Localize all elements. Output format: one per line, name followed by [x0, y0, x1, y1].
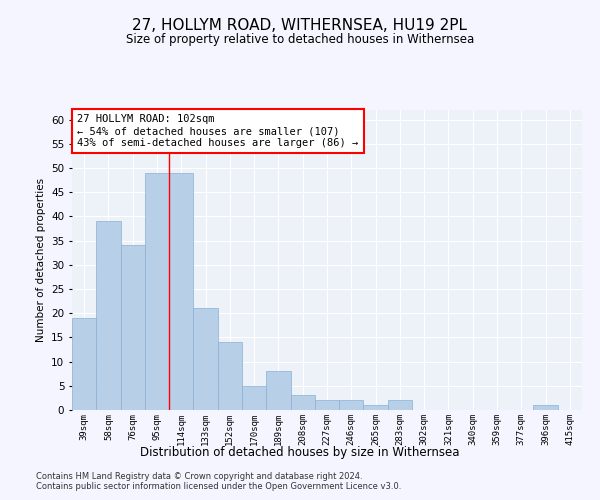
- Bar: [290, 396, 315, 410]
- Bar: [96, 222, 121, 410]
- Bar: [533, 405, 558, 410]
- Text: Distribution of detached houses by size in Withernsea: Distribution of detached houses by size …: [140, 446, 460, 459]
- Bar: [121, 246, 145, 410]
- Bar: [339, 400, 364, 410]
- Text: 27 HOLLYM ROAD: 102sqm
← 54% of detached houses are smaller (107)
43% of semi-de: 27 HOLLYM ROAD: 102sqm ← 54% of detached…: [77, 114, 358, 148]
- Bar: [315, 400, 339, 410]
- Bar: [364, 405, 388, 410]
- Text: Contains HM Land Registry data © Crown copyright and database right 2024.: Contains HM Land Registry data © Crown c…: [36, 472, 362, 481]
- Bar: [193, 308, 218, 410]
- Y-axis label: Number of detached properties: Number of detached properties: [35, 178, 46, 342]
- Bar: [388, 400, 412, 410]
- Bar: [145, 173, 169, 410]
- Text: Contains public sector information licensed under the Open Government Licence v3: Contains public sector information licen…: [36, 482, 401, 491]
- Bar: [266, 372, 290, 410]
- Bar: [218, 342, 242, 410]
- Bar: [72, 318, 96, 410]
- Bar: [242, 386, 266, 410]
- Text: 27, HOLLYM ROAD, WITHERNSEA, HU19 2PL: 27, HOLLYM ROAD, WITHERNSEA, HU19 2PL: [133, 18, 467, 32]
- Text: Size of property relative to detached houses in Withernsea: Size of property relative to detached ho…: [126, 32, 474, 46]
- Bar: [169, 173, 193, 410]
